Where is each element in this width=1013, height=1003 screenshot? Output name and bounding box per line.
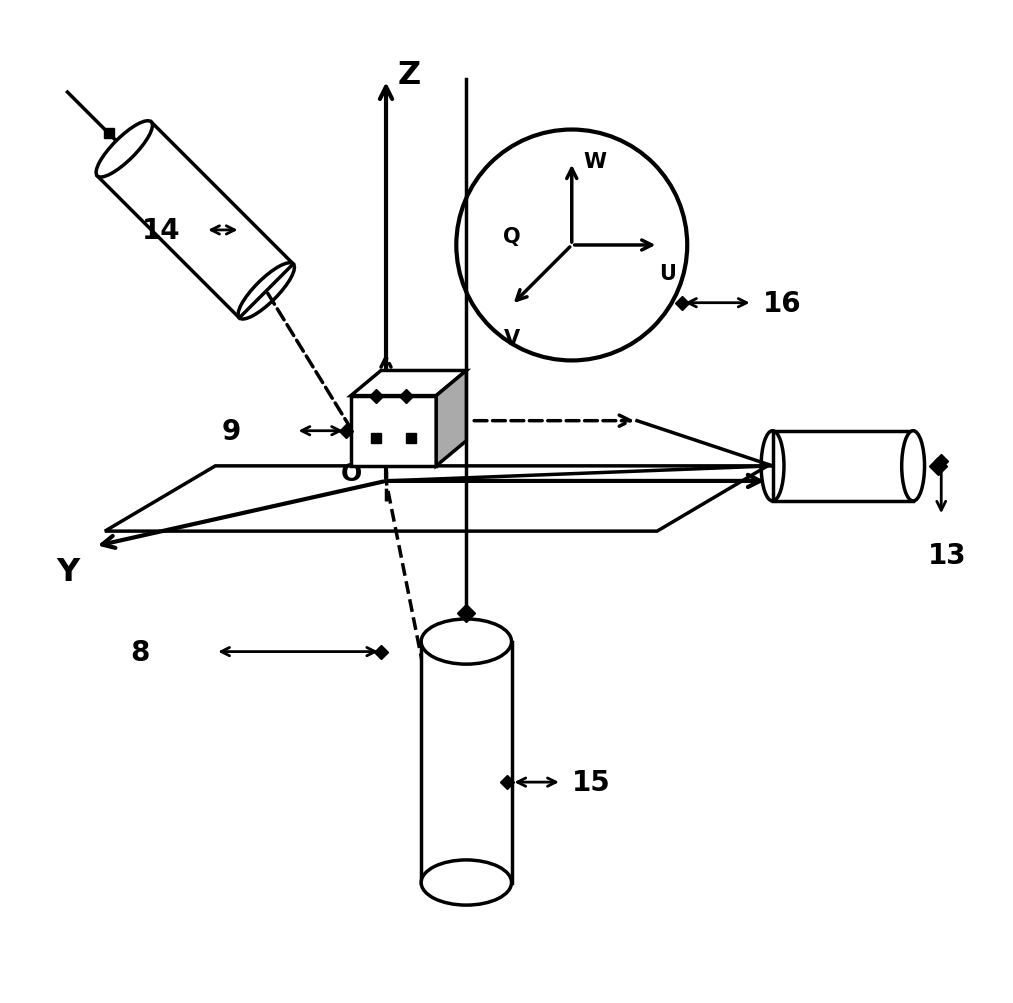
Polygon shape bbox=[97, 122, 293, 319]
Ellipse shape bbox=[96, 121, 152, 178]
Text: O: O bbox=[340, 461, 362, 485]
Bar bbox=[773, 431, 913, 502]
Ellipse shape bbox=[902, 431, 925, 502]
Text: Y: Y bbox=[57, 557, 80, 588]
Text: W: W bbox=[583, 151, 607, 172]
Text: 15: 15 bbox=[571, 768, 611, 796]
Text: 9: 9 bbox=[221, 417, 240, 445]
Bar bbox=[350, 396, 437, 466]
Text: V: V bbox=[503, 329, 520, 349]
Text: 8: 8 bbox=[131, 638, 150, 666]
Ellipse shape bbox=[421, 619, 512, 664]
Ellipse shape bbox=[421, 861, 512, 905]
Polygon shape bbox=[350, 371, 466, 396]
Text: Z: Z bbox=[398, 60, 421, 90]
Text: 13: 13 bbox=[928, 542, 966, 570]
Polygon shape bbox=[437, 371, 466, 466]
Text: 16: 16 bbox=[763, 290, 801, 317]
Bar bbox=[421, 642, 512, 883]
Text: U: U bbox=[659, 264, 677, 284]
Text: 14: 14 bbox=[142, 217, 180, 245]
Text: Q: Q bbox=[502, 227, 521, 247]
Text: X: X bbox=[778, 456, 802, 486]
